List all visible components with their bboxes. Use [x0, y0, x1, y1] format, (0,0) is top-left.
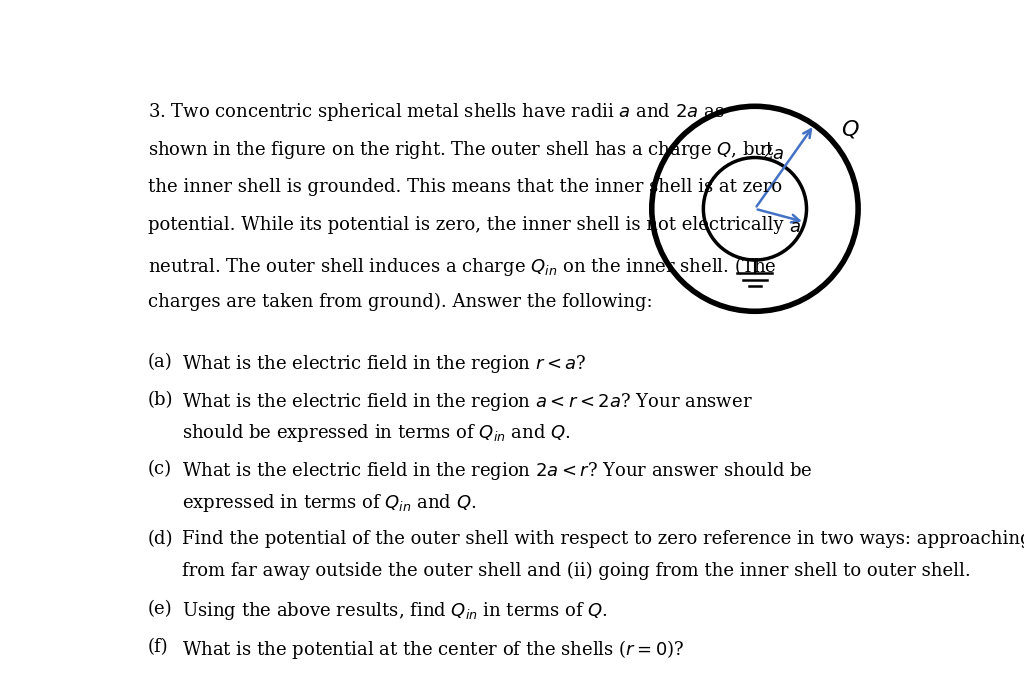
Text: (c): (c) [147, 460, 172, 478]
Text: Using the above results, find $Q_{in}$ in terms of $Q$.: Using the above results, find $Q_{in}$ i… [182, 599, 608, 621]
Text: from far away outside the outer shell and (ii) going from the inner shell to out: from far away outside the outer shell an… [182, 562, 971, 580]
Text: neutral. The outer shell induces a charge $Q_{in}$ on the inner shell. (The: neutral. The outer shell induces a charg… [147, 255, 776, 277]
Text: What is the electric field in the region $a < r < 2a$? Your answer: What is the electric field in the region… [182, 390, 753, 413]
Text: should be expressed in terms of $Q_{in}$ and $Q$.: should be expressed in terms of $Q_{in}$… [182, 423, 570, 445]
Text: charges are taken from ground). Answer the following:: charges are taken from ground). Answer t… [147, 293, 652, 312]
Text: the inner shell is grounded. This means that the inner shell is at zero: the inner shell is grounded. This means … [147, 177, 782, 196]
Text: What is the electric field in the region $r < a$?: What is the electric field in the region… [182, 353, 587, 375]
Text: (a): (a) [147, 353, 173, 371]
Text: (d): (d) [147, 530, 173, 548]
Text: (e): (e) [147, 599, 172, 618]
Text: What is the potential at the center of the shells ($r = 0$)?: What is the potential at the center of t… [182, 638, 684, 660]
Text: (b): (b) [147, 390, 173, 409]
Text: What is the electric field in the region $2a < r$? Your answer should be: What is the electric field in the region… [182, 460, 813, 482]
Text: 2$a$: 2$a$ [761, 145, 784, 163]
Text: potential. While its potential is zero, the inner shell is not electrically: potential. While its potential is zero, … [147, 216, 783, 234]
Text: shown in the figure on the right. The outer shell has a charge $Q$, but: shown in the figure on the right. The ou… [147, 139, 774, 161]
Text: expressed in terms of $Q_{in}$ and $Q$.: expressed in terms of $Q_{in}$ and $Q$. [182, 492, 476, 514]
Text: (f): (f) [147, 638, 169, 656]
Text: $Q$: $Q$ [841, 119, 859, 140]
Text: 3. Two concentric spherical metal shells have radii $a$ and $2a$ as: 3. Two concentric spherical metal shells… [147, 101, 724, 123]
Text: $a$: $a$ [788, 218, 801, 236]
Text: Find the potential of the outer shell with respect to zero reference in two ways: Find the potential of the outer shell wi… [182, 530, 1024, 548]
